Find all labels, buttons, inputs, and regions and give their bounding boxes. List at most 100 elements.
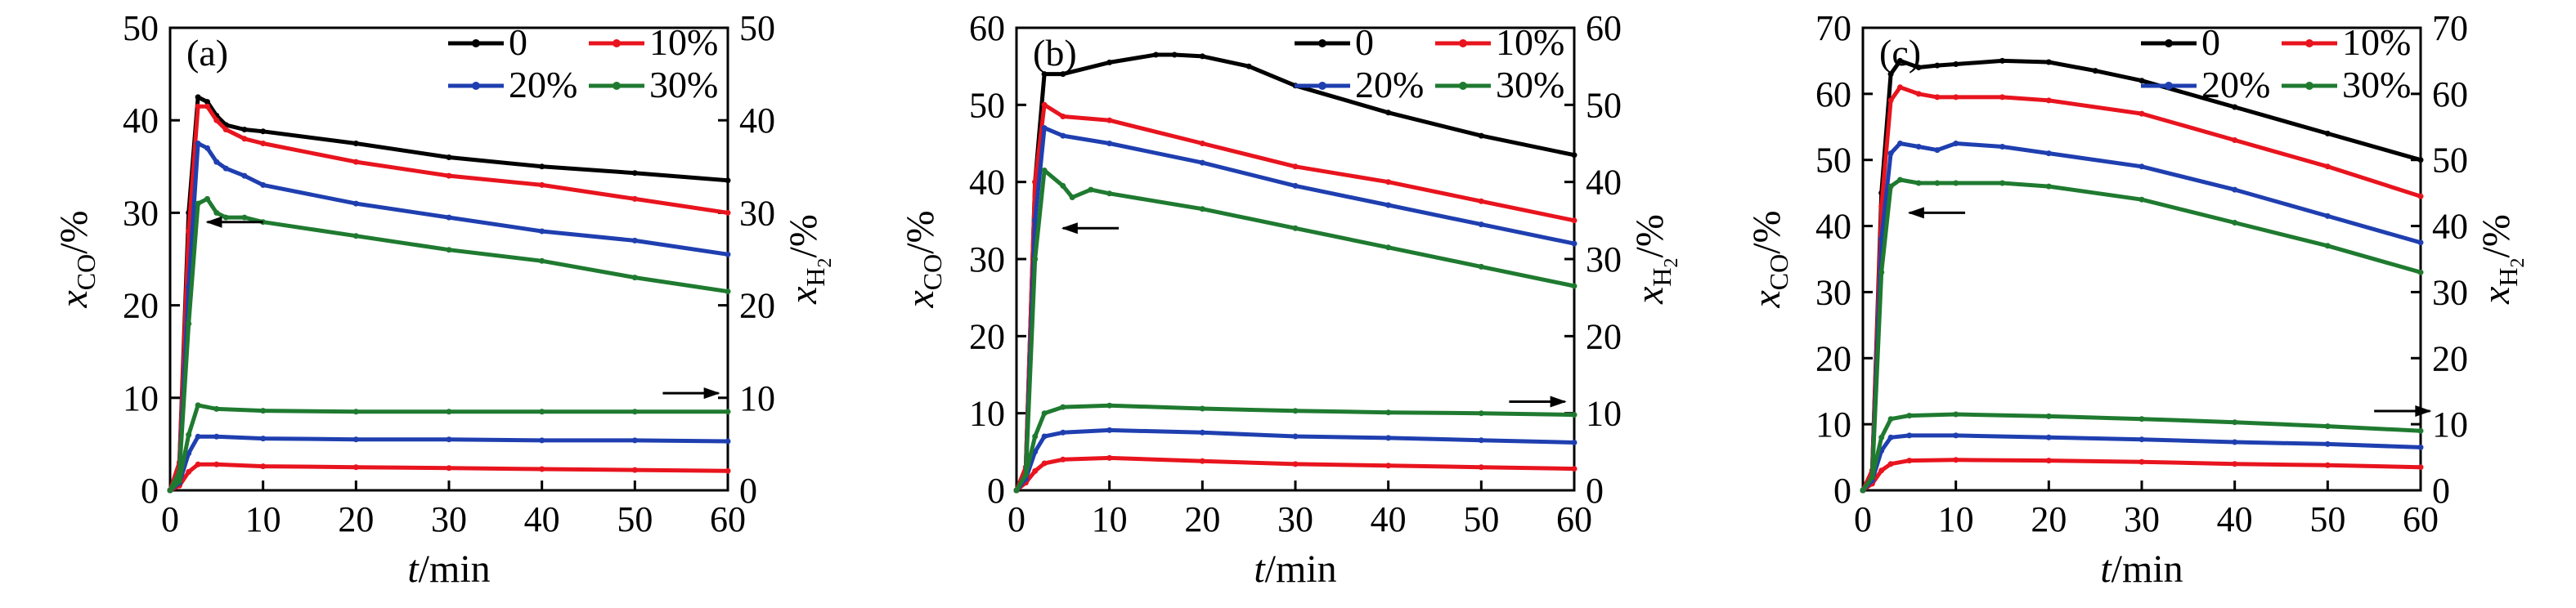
co-series-line-10pct — [1860, 85, 2421, 492]
h2-series-point — [1292, 408, 1299, 414]
h2-series-point — [2045, 413, 2052, 419]
co-series-point — [213, 209, 220, 216]
x-tick-label: 20 — [2031, 499, 2067, 539]
x-tick-label: 0 — [161, 499, 179, 539]
h2-series-point — [631, 409, 638, 415]
chart-panel-c: 0 10 20 30 40 50 60010203040506070010203040506… — [1745, 8, 2529, 591]
y2-axis-label-tail: /% — [2475, 214, 2518, 257]
y2-tick-label: 30 — [1586, 239, 1622, 279]
co-series-point — [1106, 59, 1113, 65]
h2-series-point — [1199, 405, 1205, 412]
co-series-point — [1199, 206, 1205, 212]
h2-series-point — [1953, 432, 1959, 439]
arrow-left-head — [1061, 222, 1078, 235]
co-series-point — [2138, 78, 2145, 84]
h2-series-point — [2417, 464, 2424, 471]
co-series-point — [2324, 163, 2331, 170]
co-series-point — [1088, 186, 1094, 193]
h2-series-point — [446, 409, 452, 415]
legend-marker — [613, 82, 621, 90]
co-series-point — [1999, 144, 2005, 150]
arrow-right-head — [703, 387, 720, 400]
legend-marker — [613, 39, 621, 47]
co-series-point — [1041, 101, 1048, 108]
co-series-point — [1032, 217, 1039, 224]
co-series-point — [725, 288, 731, 295]
co-series-point — [204, 103, 210, 110]
co-series-point — [1887, 150, 1894, 157]
y-tick-label: 40 — [1815, 207, 1851, 247]
co-series-point — [1915, 65, 1922, 70]
h2-series-point — [1106, 402, 1113, 409]
co-series-point — [1478, 221, 1484, 228]
y-axis-label: xCO/% — [1745, 210, 1793, 308]
co-series-point — [241, 214, 248, 221]
h2-series-point — [1860, 487, 1866, 494]
y2-axis-label-sub: H — [2493, 267, 2523, 286]
legend-marker — [1459, 82, 1467, 90]
co-series-point — [2045, 183, 2052, 190]
y-tick-label: 30 — [123, 193, 159, 233]
x-axis-label: t/min — [407, 548, 490, 591]
y-tick-label: 0 — [1833, 471, 1851, 511]
co-series-point — [1953, 141, 1959, 146]
co-series-point — [2417, 269, 2424, 275]
y-tick-label: 10 — [969, 394, 1005, 434]
h2-series-point — [1013, 487, 1020, 494]
co-series-point — [1915, 91, 1922, 97]
h2-series-point — [1478, 410, 1484, 417]
y2-axis-label-sub: H — [1647, 267, 1676, 286]
co-series-point — [1292, 163, 1299, 170]
y2-tick-label: 0 — [2432, 471, 2450, 511]
h2-series-point — [1887, 434, 1894, 440]
y2-axis-label-main: x — [1628, 287, 1672, 305]
h2-series-point — [1060, 404, 1066, 410]
h2-series-point — [1571, 440, 1577, 445]
panel-label: (b) — [1033, 32, 1077, 74]
x-axis-label-unit: /min — [1265, 548, 1337, 591]
y2-tick-label: 50 — [1586, 85, 1622, 125]
co-series-point — [446, 172, 452, 179]
co-series-point — [2045, 150, 2052, 157]
x-tick-label: 30 — [1277, 499, 1313, 539]
co-series-point — [352, 200, 359, 207]
y2-tick-label: 40 — [1586, 163, 1622, 203]
legend-label: 10% — [2342, 21, 2411, 63]
h2-series-point — [1878, 467, 1885, 474]
co-series-point — [2138, 196, 2145, 203]
x-tick-label: 60 — [1556, 499, 1592, 539]
y2-tick-label: 10 — [1586, 394, 1622, 434]
co-series-line-30pct — [168, 196, 729, 492]
legend-marker — [2305, 82, 2313, 90]
co-series-point — [2417, 239, 2424, 246]
h2-series-point — [1041, 433, 1048, 440]
h2-series-point — [2138, 436, 2145, 443]
co-series-point — [1199, 141, 1205, 146]
co-series-point — [195, 141, 201, 146]
legend-marker — [1318, 82, 1326, 90]
y2-tick-label: 10 — [2432, 405, 2468, 445]
x-tick-label: 40 — [1371, 499, 1407, 539]
y-tick-label: 40 — [123, 101, 159, 141]
y2-axis-label-main: x — [782, 287, 825, 305]
co-series-point — [195, 94, 201, 101]
co-series-point — [1032, 179, 1039, 186]
y-tick-label: 20 — [1815, 338, 1851, 378]
co-series-point — [1106, 117, 1113, 123]
h2-series-point — [195, 402, 201, 409]
y2-axis-label-tail: /% — [782, 214, 825, 257]
co-series-point — [222, 165, 229, 172]
h2-series-point — [631, 467, 638, 473]
co-series-point — [186, 320, 192, 327]
h2-series-point — [1032, 433, 1039, 440]
co-series-point — [213, 117, 220, 123]
co-series-point — [1106, 141, 1113, 146]
co-series-point — [1032, 256, 1039, 262]
h2-series-point — [2417, 444, 2424, 450]
co-series-point — [1041, 71, 1048, 78]
h2-series-point — [260, 463, 267, 470]
co-series-point — [446, 214, 452, 221]
h2-series-point — [1060, 429, 1066, 436]
co-series-point — [1897, 177, 1903, 183]
h2-series-point — [539, 466, 545, 472]
